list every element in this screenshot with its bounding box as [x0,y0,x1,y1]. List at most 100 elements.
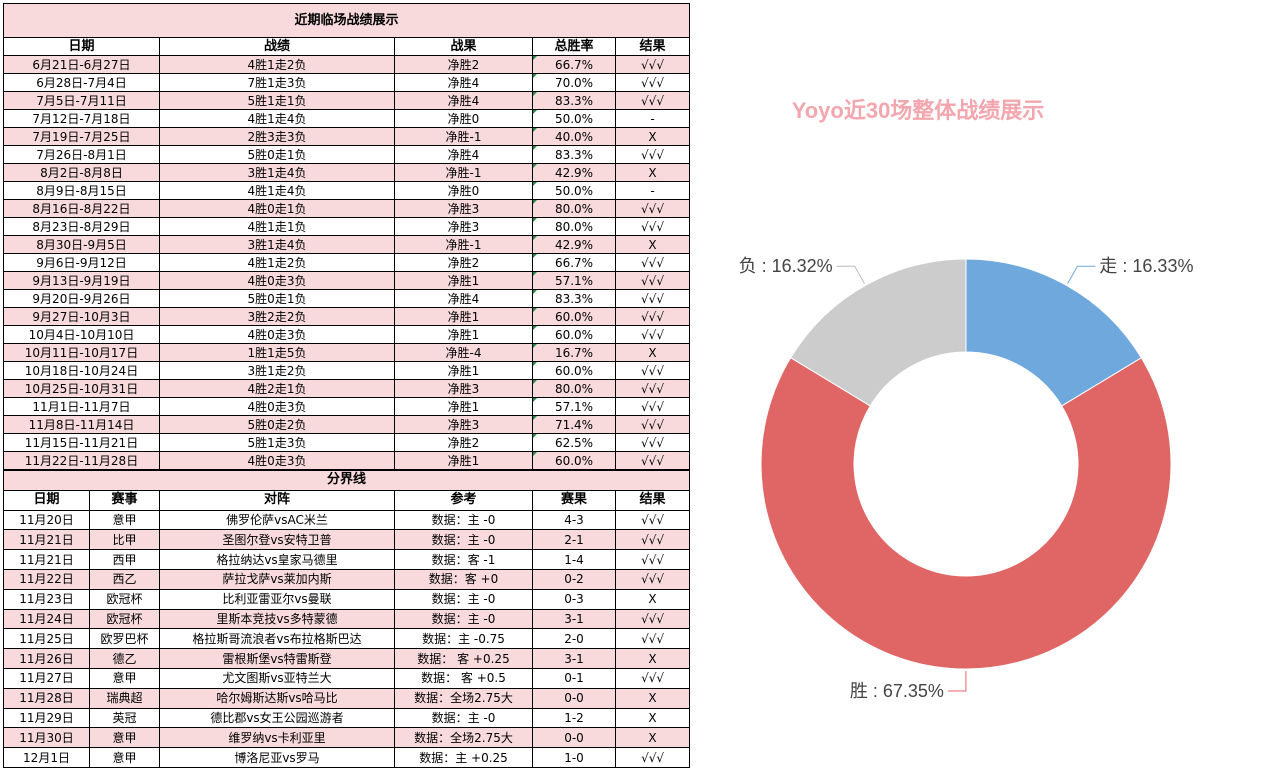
table1-cell-winrate: 66.7% [532,253,616,272]
table2-cell-reference: 数据：主 -0 [394,529,533,551]
table1-row: 11月15日-11月21日 5胜1走3负 净胜2 62.5% √√√ [3,433,691,452]
table2-cell-league: 意甲 [89,667,160,689]
table1-cell-date: 9月13日-9月19日 [3,271,160,290]
table1-cell-date: 11月15日-11月21日 [3,433,160,452]
table1-header-date: 日期 [3,37,160,56]
table1-row: 8月23日-8月29日 4胜1走1负 净胜3 80.0% √√√ [3,217,691,236]
table1-cell-record: 5胜0走2负 [159,415,395,434]
table1-cell-net: 净胜2 [394,433,533,452]
table2-cell-score: 3-1 [532,648,616,669]
table1-cell-result: √√√ [614,325,691,344]
table1-cell-net: 净胜3 [394,199,533,218]
table2-cell-reference: 数据：主 -0 [394,509,533,531]
table1-cell-net: 净胜3 [394,415,533,434]
table2-cell-result: √√√ [614,667,691,689]
table1-row: 10月11日-10月17日 1胜1走5负 净胜-4 16.7% X [3,343,691,362]
table2-cell-result: √√√ [614,509,691,531]
table1-cell-record: 4胜1走4负 [159,109,395,128]
table1-row: 9月27日-10月3日 3胜2走2负 净胜1 60.0% √√√ [3,307,691,326]
table1-cell-result: √√√ [614,253,691,272]
table2-row: 11月30日 意甲 维罗纳vs卡利亚里 数据：全场2.75大 0-0 X [3,727,691,749]
table2-row: 11月21日 西甲 格拉纳达vs皇家马德里 数据：客 -1 1-4 √√√ [3,549,691,570]
table1-row: 8月2日-8月8日 3胜1走4负 净胜-1 42.9% X [3,163,691,182]
table2-header-score: 赛果 [532,489,616,511]
donut-leader-1 [947,670,967,692]
table1-cell-net: 净胜4 [394,145,533,164]
table1-cell-result: √√√ [614,289,691,308]
table1-cell-result: √√√ [614,73,691,92]
table1-row: 10月4日-10月10日 4胜0走3负 净胜1 60.0% √√√ [3,325,691,344]
table2-cell-date: 11月21日 [3,549,90,570]
table1-cell-date: 11月8日-11月14日 [3,415,160,434]
table1-row: 7月26日-8月1日 5胜0走1负 净胜4 83.3% √√√ [3,145,691,164]
table1-cell-net: 净胜0 [394,181,533,200]
table1-row: 10月18日-10月24日 3胜1走2负 净胜1 60.0% √√√ [3,361,691,380]
table1-cell-winrate: 80.0% [532,217,616,236]
table1-row: 10月25日-10月31日 4胜2走1负 净胜3 80.0% √√√ [3,379,691,398]
table1-cell-result: √√√ [614,397,691,416]
table1-cell-record: 4胜0走3负 [159,397,395,416]
table2-cell-date: 11月26日 [3,648,90,669]
recent-record-table: 近期临场战绩展示 日期 战绩 战果 总胜率 结果 6月21日-6月27日 4胜1走… [2,3,691,470]
table1-cell-result: √√√ [614,307,691,326]
table1-title-row: 近期临场战绩展示 [2,3,691,38]
table2-cell-date: 11月20日 [3,509,90,531]
table2-row: 11月23日 欧冠杯 比利亚雷亚尔vs曼联 数据：主 -0 0-3 X [3,588,691,610]
table1-cell-winrate: 83.3% [532,145,616,164]
table2-cell-league: 瑞典超 [89,687,160,709]
table1-cell-record: 5胜1走3负 [159,433,395,452]
table2-cell-score: 0-0 [532,727,616,749]
table1-cell-winrate: 57.1% [532,397,616,416]
table1-cell-record: 4胜0走3负 [159,451,395,470]
table1-cell-date: 8月2日-8月8日 [3,163,160,182]
table1-cell-net: 净胜-1 [394,235,533,254]
table1-cell-winrate: 50.0% [532,109,616,128]
table1-cell-date: 9月6日-9月12日 [3,253,160,272]
table2-cell-reference: 数据：主 -0 [394,588,533,610]
table2-cell-league: 德乙 [89,648,160,669]
table1-cell-net: 净胜3 [394,217,533,236]
overall-record-donut-chart: Yoyo近30场整体战绩展示 走 : 16.33% 胜 : 67.35% 负 : 1… [739,98,1194,701]
table1-cell-winrate: 57.1% [532,271,616,290]
table1-cell-net: 净胜3 [394,379,533,398]
table2-cell-league: 英冠 [89,707,160,729]
table1-cell-winrate: 50.0% [532,181,616,200]
table2-cell-match: 格拉斯哥流浪者vs布拉格斯巴达 [159,628,395,650]
table1-cell-winrate: 60.0% [532,451,616,470]
table1-cell-net: 净胜-1 [394,127,533,146]
table1-row: 6月21日-6月27日 4胜1走2负 净胜2 66.7% √√√ [3,55,691,74]
table1-cell-result: √√√ [614,415,691,434]
table2-header-date: 日期 [3,489,90,511]
table1-header-record: 战绩 [159,37,395,56]
table1-cell-result: √√√ [614,217,691,236]
donut-label-1: 胜 : 67.35% [850,681,944,701]
table1-cell-date: 6月21日-6月27日 [3,55,160,74]
table2-cell-date: 11月29日 [3,707,90,729]
chart-title: Yoyo近30场整体战绩展示 [792,98,1045,123]
table2-cell-match: 里斯本竞技vs多特蒙德 [159,608,395,630]
table2-row: 11月28日 瑞典超 哈尔姆斯达斯vs哈马比 数据：全场2.75大 0-0 X [3,687,691,709]
table2-cell-result: √√√ [614,568,691,590]
table2-cell-result: X [614,588,691,610]
table1-cell-date: 9月27日-10月3日 [3,307,160,326]
table1-cell-record: 5胜0走1负 [159,289,395,308]
table2-header-reference: 参考 [394,489,533,511]
donut-slice-2 [790,258,967,407]
table1-cell-result: √√√ [614,55,691,74]
table1-cell-date: 10月11日-10月17日 [3,343,160,362]
table1-cell-result: √√√ [614,271,691,290]
table2-cell-result: X [614,707,691,729]
table2-cell-match: 德比郡vs女王公园巡游者 [159,707,395,729]
table2-cell-match: 雷根斯堡vs特雷斯登 [159,648,395,669]
table1-cell-winrate: 60.0% [532,307,616,326]
table1-cell-record: 3胜1走2负 [159,361,395,380]
table1-cell-date: 9月20日-9月26日 [3,289,160,308]
table1-cell-winrate: 40.0% [532,127,616,146]
table1-row: 9月6日-9月12日 4胜1走2负 净胜2 66.7% √√√ [3,253,691,272]
table1-cell-result: X [614,127,691,146]
table2-cell-league: 意甲 [89,747,160,768]
table1-cell-date: 10月18日-10月24日 [3,361,160,380]
table1-title: 近期临场战绩展示 [2,3,691,38]
table1-cell-net: 净胜1 [394,397,533,416]
table1-cell-date: 8月16日-8月22日 [3,199,160,218]
